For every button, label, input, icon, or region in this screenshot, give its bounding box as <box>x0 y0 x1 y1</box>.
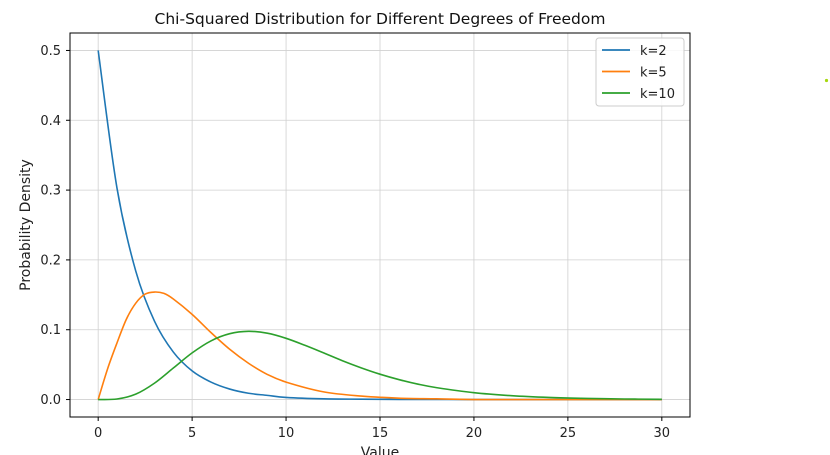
y-tick-label: 0.5 <box>40 44 61 59</box>
chart-title: Chi-Squared Distribution for Different D… <box>155 10 606 28</box>
y-tick-label: 0.3 <box>40 184 61 199</box>
y-tick-label: 0.0 <box>40 393 61 408</box>
x-axis-label: Value <box>361 445 399 455</box>
axis-ticks: 0 5 10 15 20 25 30 0.0 0.1 0.2 0.3 0.4 0.5 <box>40 44 670 441</box>
grid <box>70 33 690 417</box>
legend-label: k=5 <box>640 66 667 81</box>
x-tick-label: 5 <box>188 426 196 441</box>
y-tick-label: 0.2 <box>40 253 61 268</box>
legend-box <box>595 37 685 107</box>
x-tick-label: 10 <box>278 426 295 441</box>
x-tick-label: 20 <box>466 426 483 441</box>
series-line-k10 <box>98 330 662 401</box>
y-tick-label: 0.4 <box>40 114 61 129</box>
y-tick-label: 0.1 <box>40 323 61 338</box>
x-tick-label: 30 <box>654 426 671 441</box>
x-tick-label: 0 <box>94 426 102 441</box>
y-axis-label: Probability Density <box>18 159 34 291</box>
x-tick-label: 25 <box>560 426 577 441</box>
legend: k=2 k=5 k=10 <box>595 37 685 107</box>
series-lines <box>97 50 662 401</box>
series-line-k5 <box>97 291 662 401</box>
x-tick-label: 15 <box>372 426 389 441</box>
legend-label: k=2 <box>640 44 667 59</box>
stray-dot-marker <box>824 78 829 83</box>
legend-label: k=10 <box>640 87 675 102</box>
